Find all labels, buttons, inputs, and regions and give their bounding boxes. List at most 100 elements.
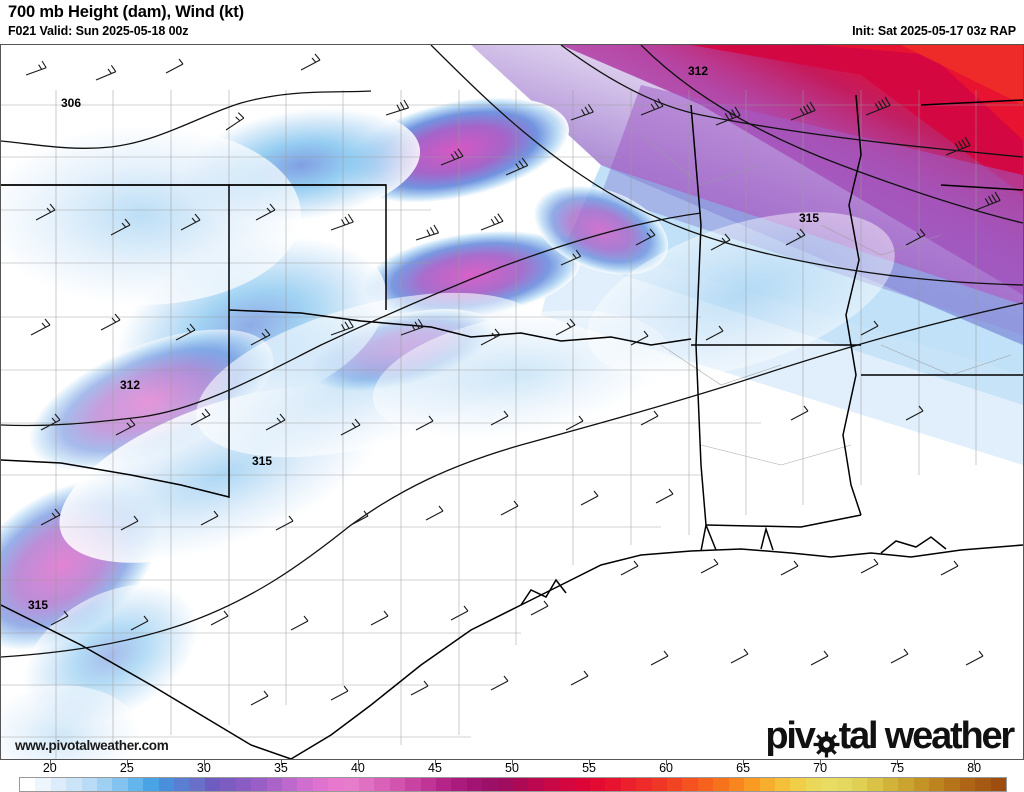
colorbar-tick bbox=[974, 760, 976, 765]
colorbar-cell bbox=[728, 778, 745, 791]
colorbar-cell bbox=[913, 778, 929, 791]
colorbar-cell bbox=[374, 778, 390, 791]
colorbar-cell bbox=[281, 778, 298, 791]
colorbar-cell bbox=[328, 778, 344, 791]
colorbar-cell bbox=[251, 778, 267, 791]
colorbar-cell bbox=[651, 778, 668, 791]
colorbar-cell bbox=[574, 778, 591, 791]
map-header: 700 mb Height (dam), Wind (kt) F021 Vali… bbox=[0, 0, 1024, 44]
state-boundaries bbox=[1, 94, 1023, 759]
colorbar-cell bbox=[559, 778, 575, 791]
colorbar-cell bbox=[898, 778, 914, 791]
contour-label: 312 bbox=[120, 378, 140, 392]
colorbar-tick-label: 60 bbox=[659, 761, 674, 775]
contour-labels: 306 312 315 315 312 315 bbox=[28, 64, 819, 612]
colorbar-cell bbox=[174, 778, 190, 791]
colorbar-tick-label: 70 bbox=[813, 761, 828, 775]
colorbar-tick bbox=[820, 760, 822, 765]
colorbar-tick bbox=[434, 760, 436, 765]
colorbar-tick-label: 80 bbox=[967, 761, 982, 775]
colorbar-cell bbox=[297, 778, 313, 791]
colorbar-cell bbox=[35, 778, 51, 791]
colorbar-cell bbox=[928, 778, 945, 791]
colorbar-cell bbox=[66, 778, 82, 791]
colorbar-tick bbox=[49, 760, 51, 765]
colorbar-cell bbox=[697, 778, 714, 791]
colorbar-cell bbox=[127, 778, 144, 791]
colorbar-cell bbox=[744, 778, 760, 791]
colorbar-tick bbox=[666, 760, 668, 765]
gear-icon bbox=[813, 727, 840, 757]
valid-time-label: F021 Valid: Sun 2025-05-18 00z bbox=[8, 24, 189, 38]
colorbar-cell bbox=[358, 778, 375, 791]
colorbar-cell bbox=[482, 778, 498, 791]
colorbar-cell bbox=[420, 778, 436, 791]
colorbar-tick-label: 25 bbox=[119, 761, 134, 775]
colorbar-cell bbox=[20, 778, 36, 791]
height-contours bbox=[1, 45, 1023, 658]
colorbar-tick bbox=[743, 760, 745, 765]
colorbar-cell bbox=[990, 778, 1006, 791]
colorbar-cell bbox=[143, 778, 159, 791]
contour-label: 312 bbox=[688, 64, 708, 78]
colorbar-tick bbox=[357, 760, 359, 765]
colorbar-cell bbox=[682, 778, 698, 791]
site-url-watermark: www.pivotalweather.com bbox=[15, 738, 169, 753]
colorbar-cell bbox=[189, 778, 205, 791]
colorbar-tick-label: 40 bbox=[350, 761, 365, 775]
colorbar-tick-label: 75 bbox=[890, 761, 905, 775]
colorbar-cell bbox=[636, 778, 652, 791]
init-time-label: Init: Sat 2025-05-17 03z RAP bbox=[852, 24, 1016, 38]
colorbar-cell bbox=[959, 778, 976, 791]
colorbar-cell bbox=[667, 778, 683, 791]
contour-label: 306 bbox=[61, 96, 81, 110]
colorbar-tick bbox=[589, 760, 591, 765]
colorbar-tick bbox=[280, 760, 282, 765]
colorbar[interactable]: 20 25 30 35 40 45 50 55 60 65 70 75 80 bbox=[0, 760, 1024, 792]
colorbar-cell bbox=[343, 778, 359, 791]
map-canvas[interactable]: 306 312 315 315 312 315 bbox=[0, 44, 1024, 760]
colorbar-cell bbox=[543, 778, 560, 791]
colorbar-cell bbox=[112, 778, 128, 791]
colorbar-cell bbox=[851, 778, 868, 791]
brand-logo-text-after: tal weather bbox=[838, 715, 1016, 757]
colorbar-tick bbox=[203, 760, 205, 765]
colorbar-cell bbox=[528, 778, 544, 791]
colorbar-cell bbox=[590, 778, 606, 791]
contour-label: 315 bbox=[28, 598, 48, 612]
colorbar-swatches bbox=[19, 777, 1007, 792]
colorbar-tick-label: 50 bbox=[505, 761, 519, 775]
map-graphics: 306 312 315 315 312 315 bbox=[1, 45, 1023, 759]
colorbar-cell bbox=[158, 778, 175, 791]
colorbar-cell bbox=[389, 778, 406, 791]
colorbar-cell bbox=[312, 778, 329, 791]
colorbar-cell bbox=[790, 778, 806, 791]
windspeed-fill bbox=[1, 45, 1023, 759]
colorbar-cell bbox=[975, 778, 991, 791]
colorbar-cell bbox=[220, 778, 236, 791]
colorbar-cell bbox=[836, 778, 852, 791]
colorbar-cell bbox=[204, 778, 221, 791]
colorbar-tick-label: 20 bbox=[42, 761, 57, 775]
colorbar-tick-label: 65 bbox=[736, 761, 751, 775]
contour-label: 315 bbox=[252, 454, 272, 468]
colorbar-cell bbox=[466, 778, 483, 791]
brand-logo: piv bbox=[765, 715, 1016, 757]
colorbar-cell bbox=[50, 778, 67, 791]
colorbar-cell bbox=[513, 778, 529, 791]
colorbar-cell bbox=[759, 778, 775, 791]
colorbar-tick bbox=[126, 760, 128, 765]
contour-label: 315 bbox=[799, 211, 819, 225]
colorbar-cell bbox=[235, 778, 252, 791]
colorbar-cell bbox=[435, 778, 452, 791]
brand-logo-text-before: piv bbox=[765, 715, 816, 757]
page-title: 700 mb Height (dam), Wind (kt) bbox=[8, 3, 244, 21]
colorbar-cell bbox=[620, 778, 637, 791]
colorbar-tick-label: 45 bbox=[428, 761, 442, 775]
colorbar-cell bbox=[867, 778, 883, 791]
colorbar-cell bbox=[97, 778, 113, 791]
colorbar-cell bbox=[821, 778, 837, 791]
colorbar-tick-label: 55 bbox=[582, 761, 596, 775]
colorbar-cell bbox=[81, 778, 98, 791]
colorbar-axis: 20 25 30 35 40 45 50 55 60 65 70 75 80 bbox=[0, 760, 1024, 775]
